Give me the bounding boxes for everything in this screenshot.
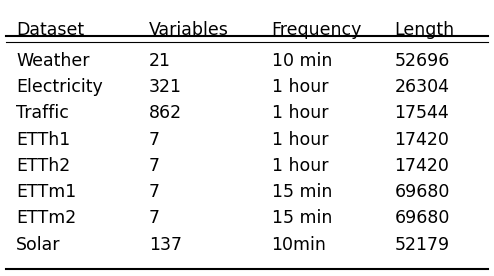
Text: 17544: 17544 [394, 104, 449, 122]
Text: 52179: 52179 [394, 235, 450, 254]
Text: 7: 7 [149, 131, 160, 148]
Text: ETTh2: ETTh2 [16, 157, 70, 175]
Text: 15 min: 15 min [272, 209, 332, 227]
Text: ETTm1: ETTm1 [16, 183, 77, 201]
Text: 10min: 10min [272, 235, 327, 254]
Text: 1 hour: 1 hour [272, 78, 328, 96]
Text: 1 hour: 1 hour [272, 157, 328, 175]
Text: 137: 137 [149, 235, 182, 254]
Text: 7: 7 [149, 209, 160, 227]
Text: Weather: Weather [16, 52, 89, 70]
Text: 7: 7 [149, 183, 160, 201]
Text: 15 min: 15 min [272, 183, 332, 201]
Text: ETTm2: ETTm2 [16, 209, 77, 227]
Text: 69680: 69680 [394, 209, 450, 227]
Text: Traffic: Traffic [16, 104, 69, 122]
Text: 1 hour: 1 hour [272, 104, 328, 122]
Text: Variables: Variables [149, 20, 229, 39]
Text: 52696: 52696 [394, 52, 450, 70]
Text: 69680: 69680 [394, 183, 450, 201]
Text: 26304: 26304 [394, 78, 450, 96]
Text: 21: 21 [149, 52, 171, 70]
Text: Frequency: Frequency [272, 20, 362, 39]
Text: 7: 7 [149, 157, 160, 175]
Text: ETTh1: ETTh1 [16, 131, 70, 148]
Text: Dataset: Dataset [16, 20, 84, 39]
Text: 1 hour: 1 hour [272, 131, 328, 148]
Text: 17420: 17420 [394, 157, 449, 175]
Text: 10 min: 10 min [272, 52, 332, 70]
Text: 321: 321 [149, 78, 182, 96]
Text: Solar: Solar [16, 235, 61, 254]
Text: Length: Length [394, 20, 454, 39]
Text: 862: 862 [149, 104, 182, 122]
Text: 17420: 17420 [394, 131, 449, 148]
Text: Electricity: Electricity [16, 78, 103, 96]
